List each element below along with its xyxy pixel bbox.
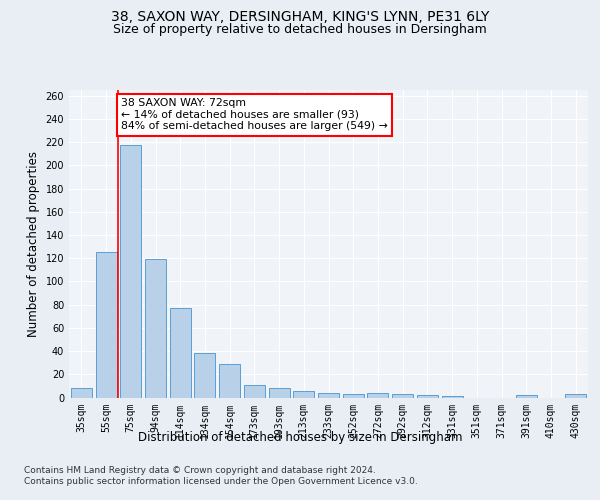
Bar: [442, 396, 463, 398]
Y-axis label: Number of detached properties: Number of detached properties: [27, 151, 40, 337]
Bar: [145, 260, 166, 398]
Bar: [194, 354, 215, 398]
Bar: [392, 394, 413, 398]
Bar: [516, 395, 537, 398]
Bar: [95, 252, 116, 398]
Text: 38, SAXON WAY, DERSINGHAM, KING'S LYNN, PE31 6LY: 38, SAXON WAY, DERSINGHAM, KING'S LYNN, …: [111, 10, 489, 24]
Bar: [565, 394, 586, 398]
Text: Distribution of detached houses by size in Dersingham: Distribution of detached houses by size …: [138, 431, 462, 444]
Bar: [120, 144, 141, 398]
Bar: [71, 388, 92, 398]
Bar: [269, 388, 290, 398]
Bar: [343, 394, 364, 398]
Bar: [293, 390, 314, 398]
Bar: [244, 384, 265, 398]
Bar: [417, 395, 438, 398]
Bar: [318, 393, 339, 398]
Bar: [219, 364, 240, 398]
Text: Size of property relative to detached houses in Dersingham: Size of property relative to detached ho…: [113, 22, 487, 36]
Text: Contains public sector information licensed under the Open Government Licence v3: Contains public sector information licen…: [24, 478, 418, 486]
Bar: [367, 393, 388, 398]
Text: Contains HM Land Registry data © Crown copyright and database right 2024.: Contains HM Land Registry data © Crown c…: [24, 466, 376, 475]
Text: 38 SAXON WAY: 72sqm
← 14% of detached houses are smaller (93)
84% of semi-detach: 38 SAXON WAY: 72sqm ← 14% of detached ho…: [121, 98, 388, 132]
Bar: [170, 308, 191, 398]
